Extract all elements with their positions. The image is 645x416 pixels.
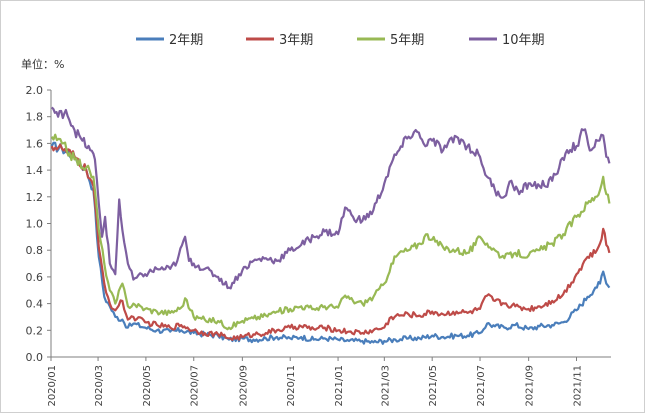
x-axis: 2020/01 2020/03 2020/05 2020/07 2020/09 2020/… [47, 356, 611, 407]
x-tick-label: 2020/07 [190, 365, 201, 407]
y-tick-label: 0.4 [26, 298, 44, 311]
legend: 2年期 3年期 5年期 10年期 [136, 33, 545, 48]
y-tick-label: 1.2 [26, 191, 44, 204]
x-tick-label: 2020/05 [142, 365, 153, 407]
y-tick-label: 0.2 [26, 324, 44, 337]
series-line-2 [50, 143, 611, 341]
x-tick-label: 2020/09 [238, 365, 249, 407]
y-tick-label: 0.6 [26, 271, 44, 284]
series-line-3 [50, 133, 611, 331]
y-tick-label: 0.0 [26, 351, 44, 364]
y-tick-label: 0.8 [26, 244, 44, 257]
y-axis-label: 单位：% [21, 57, 64, 71]
x-tick-label: 2020/03 [94, 365, 105, 407]
x-tick-label: 2021/09 [525, 365, 536, 407]
y-tick-label: 1.0 [26, 218, 44, 231]
series-line-1 [50, 141, 611, 345]
x-tick-label: 2021/03 [380, 365, 391, 407]
y-tick-label: 1.6 [26, 137, 44, 150]
x-tick-label: 2020/11 [286, 365, 297, 407]
legend-label: 3年期 [279, 33, 313, 48]
series-lines [50, 106, 611, 345]
legend-label: 2年期 [169, 33, 203, 48]
x-tick-label: 2021/07 [476, 365, 487, 407]
legend-label: 10年期 [502, 33, 545, 48]
y-tick-label: 1.8 [26, 111, 44, 124]
y-axis: 0.0 0.2 0.4 0.6 0.8 1.0 1.2 1.4 1.6 1.8 2.0 [26, 84, 52, 364]
x-tick-label: 2021/05 [428, 365, 439, 407]
series-line-4 [50, 106, 611, 290]
legend-label: 5年期 [390, 33, 424, 48]
y-tick-label: 1.4 [26, 164, 44, 177]
x-tick-label: 2021/11 [572, 365, 583, 407]
y-tick-label: 2.0 [26, 84, 44, 97]
x-tick-label: 2020/01 [47, 365, 58, 407]
x-tick-label: 2021/01 [334, 365, 345, 407]
